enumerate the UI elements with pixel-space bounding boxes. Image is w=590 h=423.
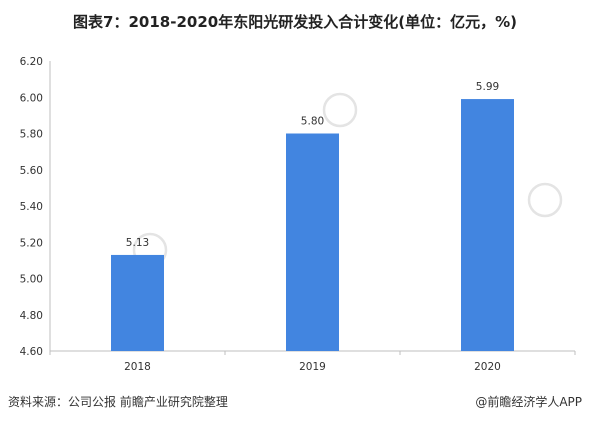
y-tick-label: 6.00 [20,92,43,104]
watermark-logo-icon [322,92,358,128]
x-tick-label: 2020 [474,361,501,373]
y-tick-label: 5.60 [20,165,43,177]
bar-2020 [461,99,514,351]
y-tick-label: 5.00 [20,274,43,286]
data-labels: 5.13 5.80 5.99 [126,81,499,249]
credit-note: @前瞻经济学人APP [475,395,582,409]
y-tick-label: 6.20 [20,56,43,68]
y-axis: 4.60 4.80 5.00 5.20 5.40 5.60 5.80 6.00 6.20 [20,56,51,358]
y-tick-label: 5.20 [20,237,43,249]
source-note: 资料来源：公司公报 前瞻产业研究院整理 [8,395,228,409]
y-tick-label: 4.80 [20,310,43,322]
data-label: 5.13 [126,237,149,249]
x-tick-label: 2019 [299,361,326,373]
y-tick-label: 5.40 [20,201,43,213]
y-tick-label: 5.80 [20,129,43,141]
x-axis: 2018 2019 2020 [49,350,576,373]
watermark-logo-icon [527,182,563,218]
bar-2019 [286,133,339,351]
y-tick-label: 4.60 [20,346,43,358]
bar-2018 [111,254,164,351]
data-label: 5.99 [476,81,499,93]
chart-title: 图表7：2018-2020年东阳光研发投入合计变化(单位：亿元，%) [73,13,517,31]
bar-series [111,99,514,351]
x-tick-label: 2018 [124,361,151,373]
data-label: 5.80 [301,116,324,128]
